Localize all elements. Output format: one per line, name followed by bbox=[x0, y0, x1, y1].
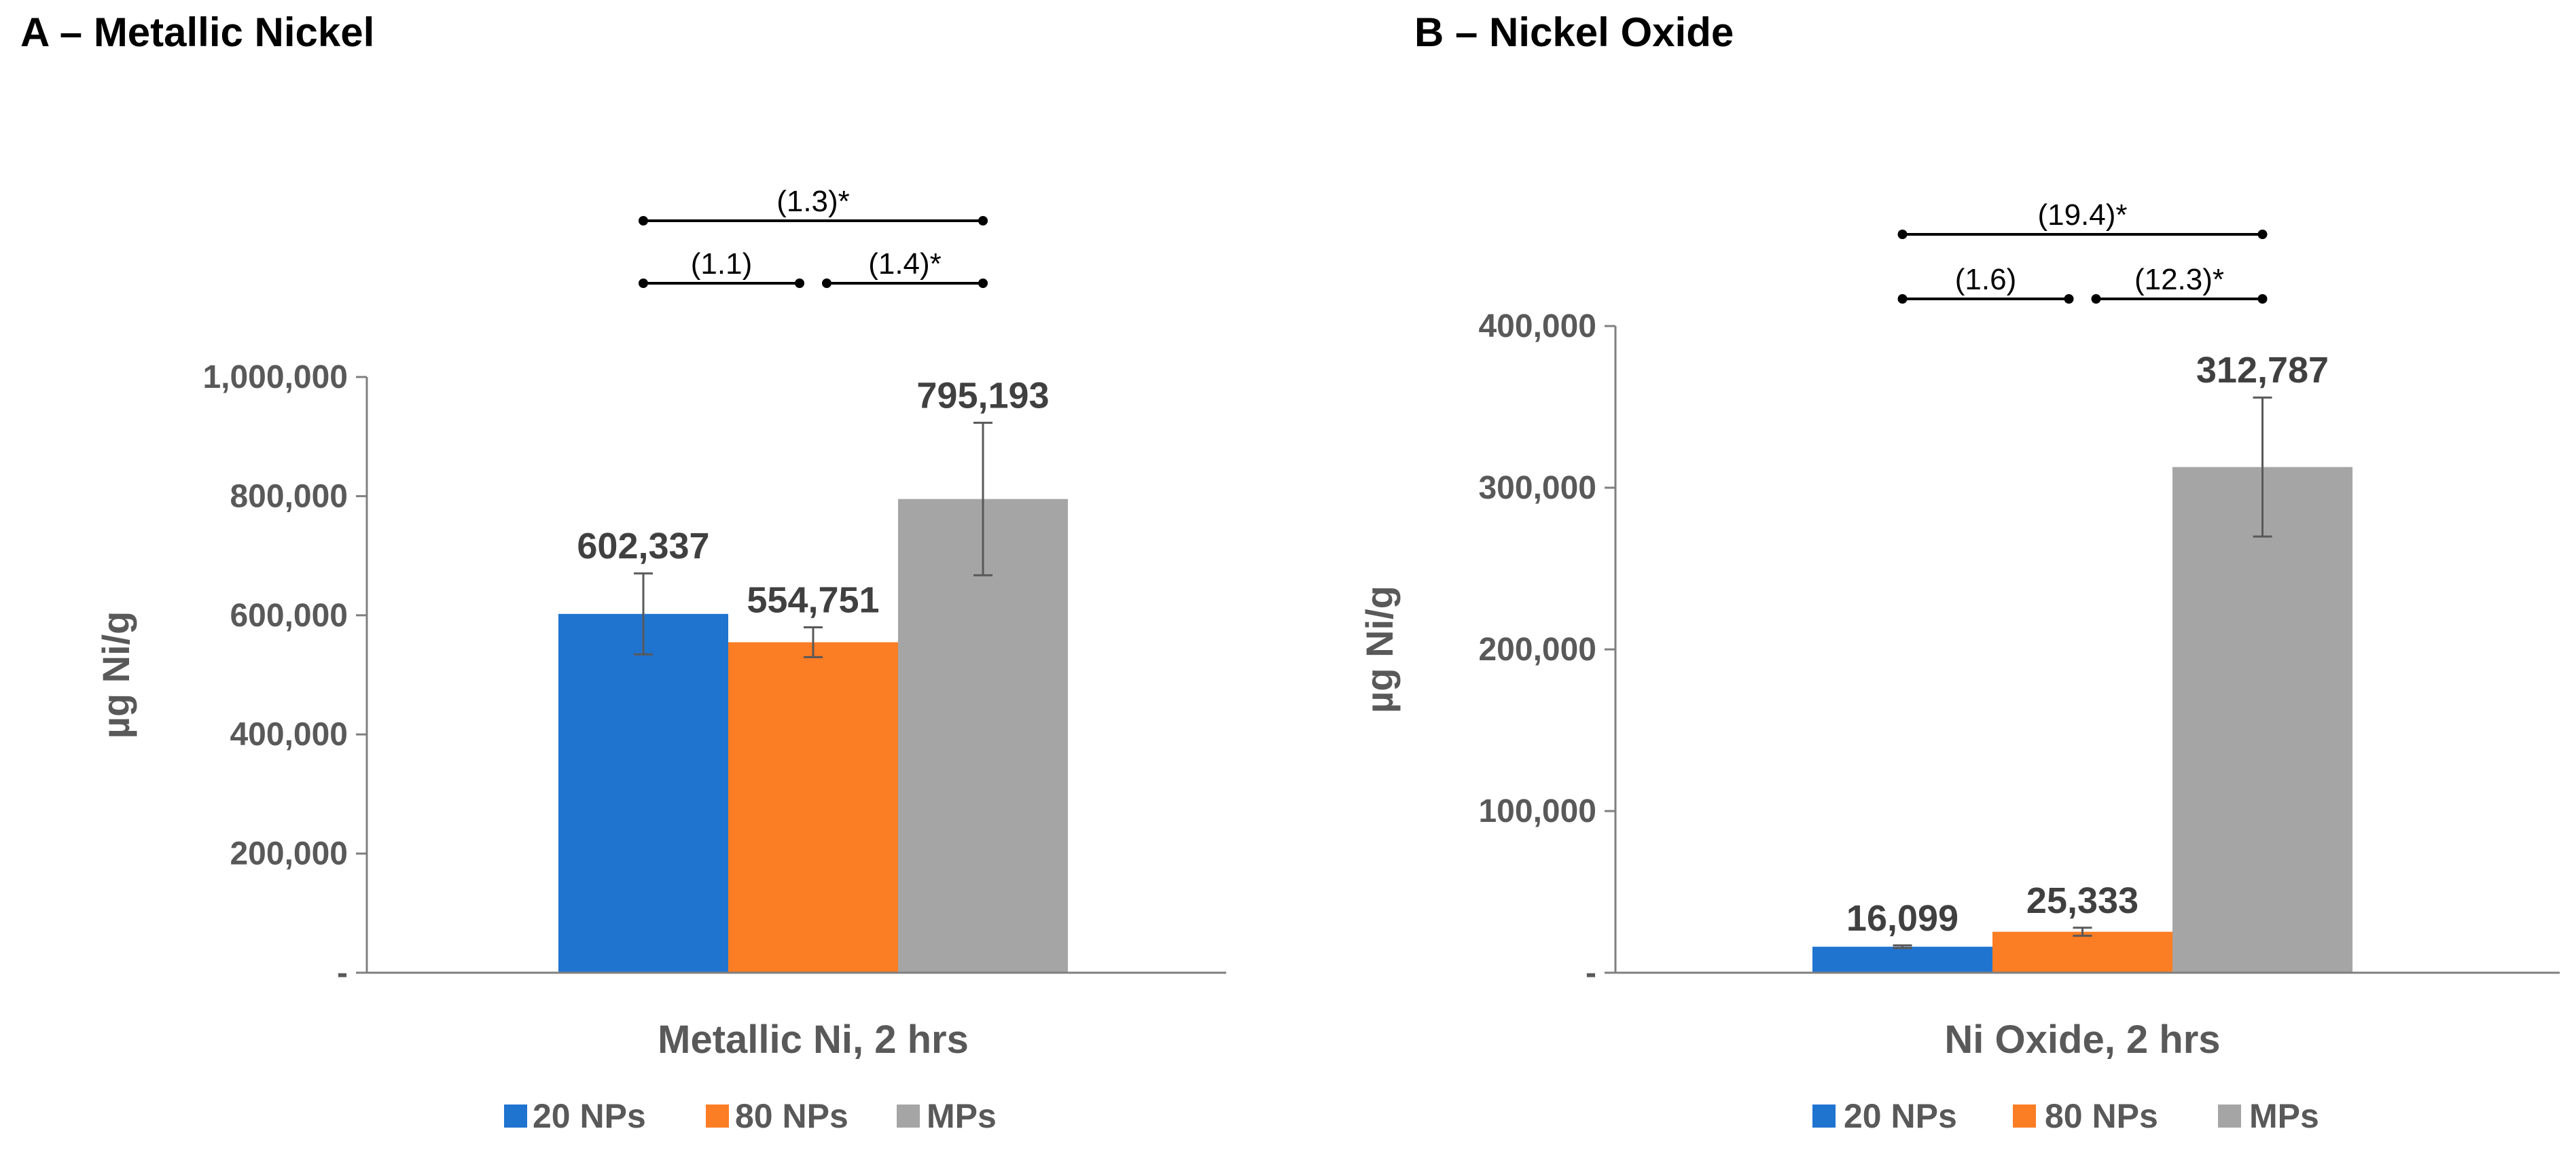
y-tick-label: 400,000 bbox=[230, 717, 348, 753]
significance-end-dot bbox=[639, 279, 648, 288]
panel-title: B – Nickel Oxide bbox=[1414, 10, 1734, 55]
legend-label: 20 NPs bbox=[533, 1097, 646, 1135]
significance-label: (1.6) bbox=[1955, 263, 2016, 296]
significance-end-dot bbox=[2064, 294, 2074, 304]
y-axis-title: µg Ni/g bbox=[1358, 586, 1401, 713]
data-label: 554,751 bbox=[747, 580, 879, 621]
data-label: 795,193 bbox=[916, 375, 1049, 416]
category-label: Ni Oxide, 2 hrs bbox=[1944, 1018, 2220, 1062]
bar-mps bbox=[2172, 467, 2353, 973]
y-tick-label: 600,000 bbox=[230, 598, 348, 634]
significance-end-dot bbox=[978, 216, 988, 226]
legend-swatch bbox=[2218, 1105, 2241, 1128]
bar-80-nps bbox=[728, 642, 898, 973]
legend-label: MPs bbox=[2249, 1097, 2319, 1135]
panel-title: A – Metallic Nickel bbox=[20, 10, 374, 55]
bar-mps bbox=[898, 499, 1068, 973]
legend-swatch bbox=[1812, 1105, 1836, 1128]
legend-label: 80 NPs bbox=[735, 1097, 848, 1135]
significance-end-dot bbox=[822, 279, 831, 288]
significance-end-dot bbox=[639, 216, 648, 226]
data-label: 16,099 bbox=[1846, 898, 1958, 939]
significance-end-dot bbox=[1897, 294, 1908, 304]
y-tick-label: 200,000 bbox=[230, 836, 348, 872]
significance-end-dot bbox=[978, 279, 988, 288]
legend-swatch bbox=[706, 1105, 729, 1128]
y-tick-label: 100,000 bbox=[1478, 793, 1596, 829]
legend-swatch bbox=[504, 1105, 527, 1128]
panel-a: A – Metallic Nickel - 200,000 400,000 600,00… bbox=[20, 10, 1226, 1135]
data-label: 602,337 bbox=[577, 526, 709, 567]
y-tick-label: 200,000 bbox=[1478, 632, 1596, 668]
bar-20-nps bbox=[558, 613, 728, 973]
bar-20-nps bbox=[1812, 946, 1992, 973]
y-tick-label: 800,000 bbox=[230, 478, 348, 514]
y-tick-label: - bbox=[1586, 955, 1596, 991]
significance-label: (1.4)* bbox=[868, 247, 942, 281]
legend-swatch bbox=[2013, 1105, 2036, 1128]
y-axis-title: µg Ni/g bbox=[94, 611, 137, 739]
legend-swatch bbox=[897, 1105, 920, 1128]
category-label: Metallic Ni, 2 hrs bbox=[658, 1018, 969, 1062]
significance-label: (1.3)* bbox=[776, 185, 850, 218]
data-label: 25,333 bbox=[2026, 880, 2139, 921]
significance-end-dot bbox=[2257, 230, 2268, 239]
significance-end-dot bbox=[2091, 294, 2101, 304]
panel-b: B – Nickel Oxide - 100,000 200,000 300,000 40… bbox=[1358, 10, 2560, 1135]
legend-label: 80 NPs bbox=[2045, 1097, 2158, 1135]
significance-end-dot bbox=[795, 279, 804, 288]
y-tick-label: 300,000 bbox=[1478, 470, 1596, 506]
data-label: 312,787 bbox=[2196, 350, 2329, 391]
y-tick-label: - bbox=[337, 955, 348, 991]
significance-label: (1.1) bbox=[691, 247, 752, 281]
legend-label: MPs bbox=[927, 1097, 997, 1135]
y-tick-label: 400,000 bbox=[1478, 308, 1596, 344]
significance-label: (12.3)* bbox=[2134, 263, 2224, 296]
bar-80-nps bbox=[1992, 931, 2172, 973]
significance-end-dot bbox=[2257, 294, 2268, 304]
significance-end-dot bbox=[1897, 230, 1908, 239]
legend-label: 20 NPs bbox=[1844, 1097, 1957, 1135]
y-tick-label: 1,000,000 bbox=[202, 359, 348, 395]
significance-label: (19.4)* bbox=[2037, 198, 2127, 232]
